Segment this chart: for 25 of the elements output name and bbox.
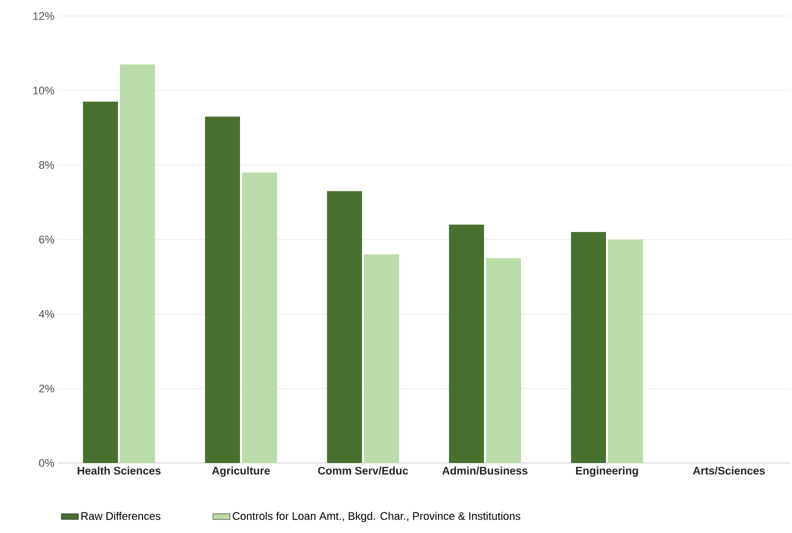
bar: [83, 102, 118, 463]
x-tick-label: Agriculture: [212, 466, 270, 477]
x-tick-label: Admin/Business: [442, 466, 528, 475]
x-tick-label: Comm Serv/Educ: [318, 466, 408, 475]
y-tick-label: 2%: [39, 384, 54, 392]
bar: [242, 172, 277, 463]
bar: [571, 232, 606, 463]
x-tick-label: Arts/Sciences: [693, 466, 765, 475]
x-tick-label: Health Sciences: [78, 466, 161, 475]
y-tick-label: 6%: [39, 236, 54, 244]
legend-label: Controls for Loan Amt., Bkgd. Char., Province & Institutions: [232, 512, 520, 522]
bar: [327, 191, 362, 463]
legend-label: Raw Differences: [81, 512, 160, 520]
bar: [449, 224, 484, 463]
y-tick-label: 0%: [39, 459, 54, 467]
y-tick-label: 8%: [39, 161, 54, 169]
x-tick-label: Engineering: [576, 466, 638, 477]
y-tick-label: 10%: [33, 86, 54, 94]
bar: [486, 258, 522, 463]
y-tick-label: 4%: [38, 310, 54, 318]
bar: [364, 254, 399, 463]
bar: [608, 239, 644, 463]
y-tick-label: 12%: [33, 12, 54, 20]
bar: [120, 64, 155, 463]
bar: [205, 116, 240, 463]
